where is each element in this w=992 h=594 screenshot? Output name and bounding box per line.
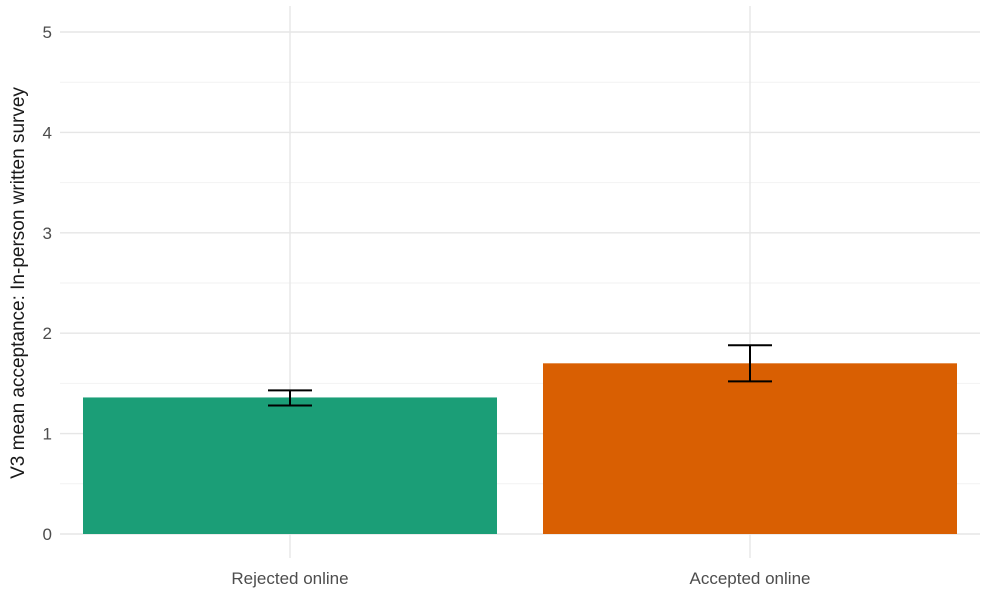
x-tick-label: Accepted online: [690, 569, 811, 588]
error-bar: [728, 344, 772, 383]
bars: [83, 363, 957, 534]
x-tick-label: Rejected online: [231, 569, 348, 588]
y-tick-label: 5: [43, 23, 52, 42]
bar-accepted-online: [543, 363, 957, 534]
x-axis-ticks: Rejected online Accepted online: [231, 569, 810, 588]
y-tick-label: 4: [43, 123, 52, 142]
y-axis-ticks: 0 1 2 3 4 5: [43, 23, 52, 544]
y-tick-label: 1: [43, 425, 52, 444]
bar-rejected-online: [83, 397, 497, 534]
y-axis-title: V3 mean acceptance: In-person written su…: [8, 87, 29, 479]
y-tick-label: 3: [43, 224, 52, 243]
y-tick-label: 0: [43, 525, 52, 544]
error-bars: [268, 344, 772, 407]
y-tick-label: 2: [43, 324, 52, 343]
error-bar: [268, 389, 312, 407]
